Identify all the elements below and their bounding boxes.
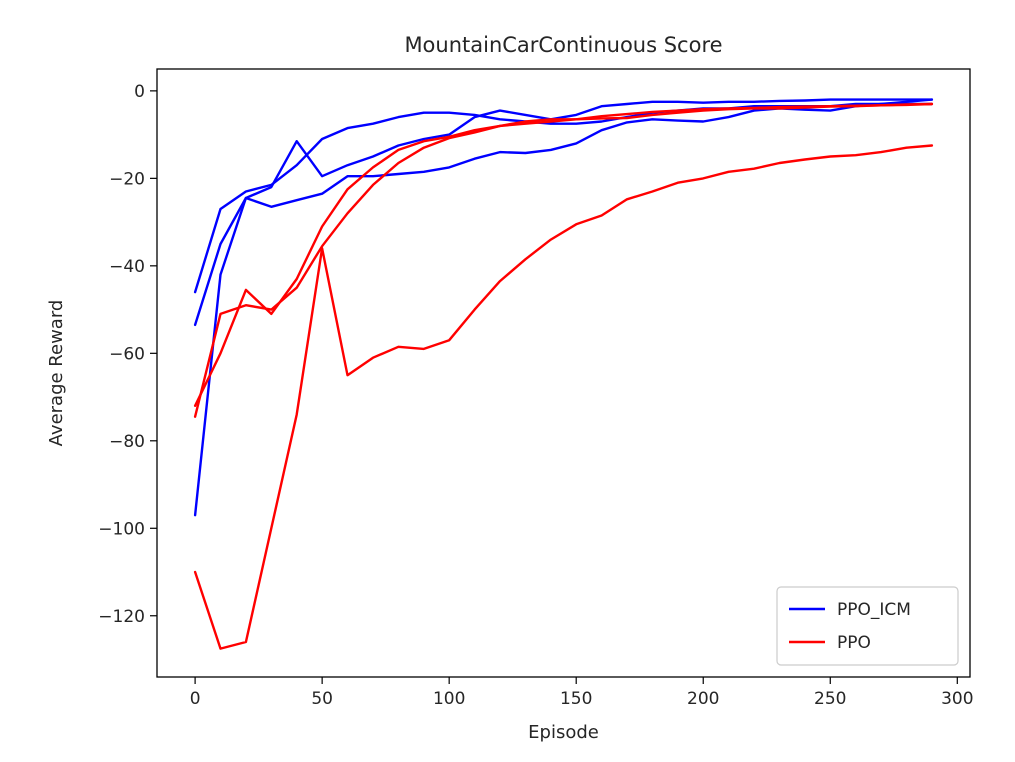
legend-label-ppo-icm: PPO_ICM <box>837 600 911 620</box>
legend-label-ppo: PPO <box>837 633 871 653</box>
y-tick-label: −60 <box>109 344 145 364</box>
x-tick-label: 300 <box>941 689 973 709</box>
x-tick-label: 150 <box>560 689 592 709</box>
series-line-ppo-icm-1 <box>193 98 934 327</box>
y-axis-ticks: 0 −20 −40 −60 −80 −100 −120 <box>98 82 157 627</box>
y-tick-label: −120 <box>98 607 145 627</box>
legend-box <box>776 586 959 666</box>
y-tick-label: −40 <box>109 257 145 277</box>
series-line-ppo-3 <box>193 144 934 650</box>
series-layer <box>193 98 934 650</box>
y-tick-label: −80 <box>109 432 145 452</box>
x-tick-label: 100 <box>433 689 465 709</box>
x-axis-label: Episode <box>528 722 599 743</box>
y-tick-label: 0 <box>134 82 145 102</box>
series-line-ppo-icm-0 <box>193 98 934 517</box>
legend: PPO_ICM PPO <box>776 586 959 666</box>
series-line-ppo-5 <box>193 102 934 407</box>
y-tick-label: −20 <box>109 169 145 189</box>
chart-title: MountainCarContinuous Score <box>404 33 722 57</box>
x-axis-ticks: 0 50 100 150 200 250 300 <box>190 677 974 709</box>
x-tick-label: 0 <box>190 689 201 709</box>
x-tick-label: 50 <box>311 689 333 709</box>
plot-area-frame <box>156 68 971 678</box>
y-tick-label: −100 <box>98 519 145 539</box>
x-tick-label: 250 <box>814 689 846 709</box>
y-axis-label: Average Reward <box>46 300 67 447</box>
x-tick-label: 200 <box>687 689 719 709</box>
